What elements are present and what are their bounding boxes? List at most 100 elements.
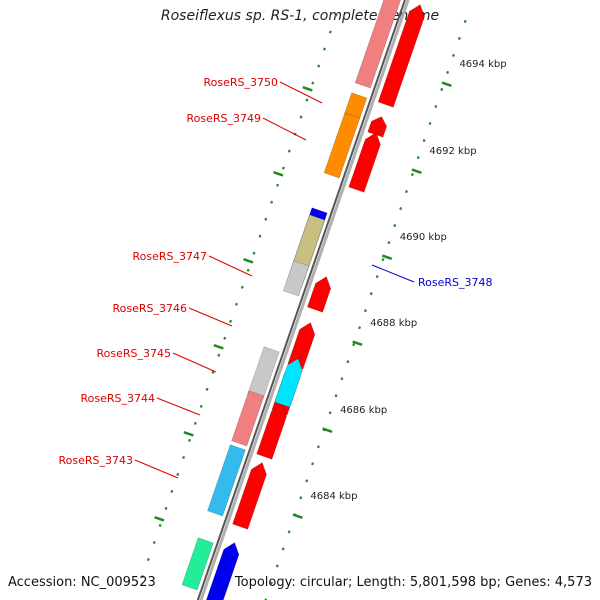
tick-dot xyxy=(375,275,379,279)
gene-leader-line xyxy=(262,117,307,141)
tick-dot xyxy=(287,149,291,153)
gene-arrow xyxy=(367,116,388,138)
kbp-tick xyxy=(352,340,363,347)
gene-label: RoseRS_3744 xyxy=(81,392,156,405)
tick-dot xyxy=(446,70,450,74)
tick-dot xyxy=(141,574,144,579)
gene-leader-line xyxy=(134,459,179,479)
backbone-shadow xyxy=(196,0,406,600)
gene-label: RoseRS_3750 xyxy=(204,76,279,89)
tick-dot xyxy=(188,438,191,442)
kbp-tick-label: 4688 kbp xyxy=(370,318,417,329)
gene-leader-line xyxy=(371,264,415,283)
gene-arrow xyxy=(207,444,246,517)
gene-leader-line xyxy=(279,81,323,104)
tick-dot xyxy=(422,138,426,143)
tick-dot xyxy=(264,217,268,221)
tick-dot xyxy=(387,241,391,245)
kbp-tick xyxy=(302,85,313,92)
tick-dot xyxy=(193,421,197,425)
kbp-tick-label: 4694 kbp xyxy=(459,59,506,70)
map-title: Roseiflexus sp. RS-1, complete genome xyxy=(160,8,440,24)
tick-dot xyxy=(381,258,385,262)
gene-arrow xyxy=(181,537,214,591)
tick-dot xyxy=(328,411,332,415)
tick-dot xyxy=(223,336,227,340)
tick-dot xyxy=(211,370,215,374)
tick-dot xyxy=(346,360,350,364)
gene-arrow xyxy=(287,322,316,370)
tick-dot xyxy=(399,207,403,211)
tick-dot xyxy=(299,496,303,500)
tick-dot xyxy=(323,47,326,51)
tick-dot xyxy=(317,64,321,68)
tick-dot xyxy=(205,387,209,391)
gene-arrow xyxy=(307,276,332,313)
tick-dot xyxy=(463,19,467,23)
gene-label: RoseRS_3746 xyxy=(113,302,188,315)
tick-dot xyxy=(416,155,420,160)
tick-dot xyxy=(287,530,291,534)
tick-dot xyxy=(457,36,461,40)
tick-dot xyxy=(405,190,408,194)
gene-label: RoseRS_3749 xyxy=(187,112,262,125)
tick-dot xyxy=(270,581,273,585)
tick-dot xyxy=(246,268,250,272)
gene-arrow xyxy=(232,462,267,530)
tick-dot xyxy=(281,547,285,551)
tick-dot xyxy=(281,166,285,170)
tick-dot xyxy=(352,343,356,347)
backbone xyxy=(199,0,410,600)
gene-label: RoseRS_3748 xyxy=(418,276,493,289)
gene-leader-line xyxy=(156,397,201,416)
tick-dot xyxy=(270,200,274,204)
kbp-tick xyxy=(213,343,224,350)
tick-dot xyxy=(440,87,444,92)
tick-dot xyxy=(334,394,338,398)
kbp-tick xyxy=(273,170,284,177)
tick-dot xyxy=(452,53,455,57)
tick-dot xyxy=(311,81,315,85)
kbp-tick-label: 4692 kbp xyxy=(429,146,476,157)
gene-arrow xyxy=(323,112,361,179)
kbp-tick xyxy=(322,427,333,434)
kbp-tick-label: 4684 kbp xyxy=(310,491,357,502)
tick-dot xyxy=(410,173,414,177)
kbp-tick xyxy=(381,254,393,261)
tick-dot xyxy=(234,302,238,306)
gene-arrow xyxy=(283,260,310,297)
gene-arrow xyxy=(274,358,303,408)
gene-label: RoseRS_3743 xyxy=(59,454,134,467)
kbp-tick xyxy=(243,257,254,264)
tick-dot xyxy=(305,98,309,102)
accession-label: Accession: NC_009523 xyxy=(8,575,156,590)
tick-dot xyxy=(158,523,162,528)
gene-arrow xyxy=(210,542,240,593)
gene-arrow xyxy=(348,132,381,193)
kbp-tick xyxy=(292,513,303,520)
tick-dot xyxy=(363,309,367,313)
tick-dot xyxy=(275,564,279,568)
kbp-tick xyxy=(154,515,165,522)
tick-dot xyxy=(170,489,174,493)
kbp-tick-label: 4690 kbp xyxy=(400,232,447,243)
kbp-tick-label: 4686 kbp xyxy=(340,405,387,416)
tick-dot xyxy=(299,115,303,119)
tick-dot xyxy=(146,557,150,562)
gene-arrow xyxy=(247,346,280,401)
tick-dot xyxy=(152,540,156,545)
gene-leader-line xyxy=(208,255,253,277)
gene-leader-line xyxy=(188,307,233,327)
gene-arrow xyxy=(354,0,401,89)
tick-dot xyxy=(328,30,332,34)
gene-arrow xyxy=(377,4,425,108)
tick-dot xyxy=(240,285,244,289)
tick-dot xyxy=(164,506,168,510)
tick-dot xyxy=(393,224,397,228)
tick-dot xyxy=(305,479,309,483)
tick-dot xyxy=(182,455,186,459)
tick-dot xyxy=(340,377,344,381)
tick-dot xyxy=(276,183,279,187)
tick-dot xyxy=(229,319,233,323)
